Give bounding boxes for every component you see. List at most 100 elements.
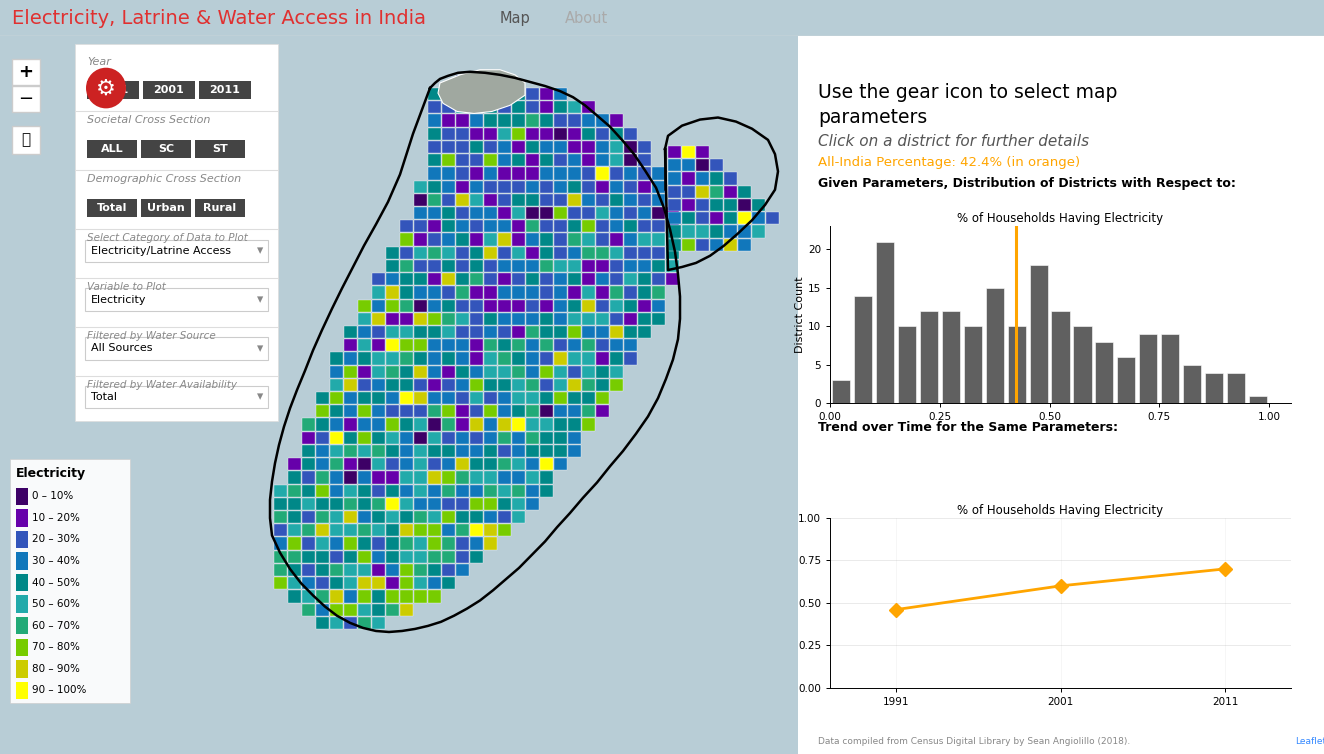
Bar	[568, 207, 581, 219]
Bar	[400, 418, 413, 431]
Bar	[876, 241, 894, 403]
Bar	[357, 352, 371, 365]
Bar	[357, 590, 371, 602]
Bar	[512, 511, 526, 523]
Bar	[316, 511, 328, 523]
Bar	[455, 352, 469, 365]
Text: Leaflet: Leaflet	[1295, 737, 1324, 746]
Text: 40 – 50%: 40 – 50%	[32, 578, 79, 587]
Bar	[568, 379, 581, 391]
Bar	[387, 538, 399, 550]
Bar	[610, 141, 624, 153]
Bar	[568, 220, 581, 232]
Bar	[442, 326, 455, 338]
Bar	[512, 167, 526, 179]
Bar	[512, 352, 526, 365]
Bar	[455, 75, 469, 87]
Bar	[596, 194, 609, 206]
Bar	[372, 617, 385, 629]
Text: Electricity/Latrine Access: Electricity/Latrine Access	[91, 246, 230, 256]
Bar	[512, 445, 526, 457]
Bar	[316, 445, 328, 457]
Bar	[428, 432, 441, 444]
Bar	[485, 88, 496, 100]
Bar	[442, 392, 455, 404]
Bar	[140, 140, 191, 158]
Bar	[344, 432, 357, 444]
Bar	[344, 471, 357, 483]
Bar	[540, 392, 553, 404]
Bar	[400, 247, 413, 259]
Bar	[498, 352, 511, 365]
Bar	[498, 180, 511, 193]
Bar	[498, 273, 511, 285]
Bar	[682, 146, 695, 158]
Bar	[526, 287, 539, 299]
Bar	[143, 81, 195, 100]
Bar	[428, 366, 441, 378]
Bar	[470, 339, 483, 351]
Bar	[568, 115, 581, 127]
Bar	[400, 299, 413, 311]
Bar	[400, 392, 413, 404]
Bar	[316, 617, 328, 629]
Bar	[442, 418, 455, 431]
Bar	[583, 273, 594, 285]
Bar	[964, 326, 982, 403]
Bar	[387, 577, 399, 590]
Bar	[470, 220, 483, 232]
Bar	[568, 418, 581, 431]
Bar	[470, 366, 483, 378]
Bar	[512, 313, 526, 325]
Bar	[302, 432, 315, 444]
Bar	[638, 207, 651, 219]
Bar	[428, 379, 441, 391]
Bar	[485, 115, 496, 127]
Bar	[428, 445, 441, 457]
Bar	[583, 115, 594, 127]
Bar	[669, 238, 681, 251]
Bar	[442, 485, 455, 497]
Bar	[414, 247, 428, 259]
Bar	[696, 238, 708, 251]
Bar	[651, 287, 665, 299]
Bar	[485, 167, 496, 179]
Bar	[498, 220, 511, 232]
Bar	[387, 287, 399, 299]
Bar	[470, 115, 483, 127]
Bar	[624, 234, 637, 246]
Text: Given Parameters, Distribution of Districts with Respect to:: Given Parameters, Distribution of Distri…	[818, 176, 1235, 189]
Bar	[485, 392, 496, 404]
Bar	[512, 485, 526, 497]
Text: ▾: ▾	[257, 342, 263, 355]
Bar	[274, 564, 287, 576]
Bar	[357, 564, 371, 576]
Bar	[455, 234, 469, 246]
Bar	[526, 101, 539, 113]
Bar	[669, 173, 681, 185]
Bar	[357, 326, 371, 338]
Bar	[651, 260, 665, 272]
Bar	[455, 101, 469, 113]
Bar	[289, 590, 301, 602]
Bar	[428, 220, 441, 232]
Bar	[302, 511, 315, 523]
Bar	[583, 180, 594, 193]
Bar	[638, 260, 651, 272]
Bar	[512, 207, 526, 219]
Text: 2001: 2001	[154, 85, 184, 95]
Bar	[400, 260, 413, 272]
Bar	[568, 141, 581, 153]
Bar	[87, 81, 139, 100]
Bar	[624, 194, 637, 206]
Bar	[512, 366, 526, 378]
Bar	[316, 550, 328, 562]
Bar	[638, 313, 651, 325]
Bar	[470, 127, 483, 140]
Bar	[414, 511, 428, 523]
Bar	[400, 458, 413, 470]
Bar	[512, 471, 526, 483]
Text: ▾: ▾	[257, 391, 263, 403]
Bar	[898, 326, 916, 403]
Bar	[455, 418, 469, 431]
